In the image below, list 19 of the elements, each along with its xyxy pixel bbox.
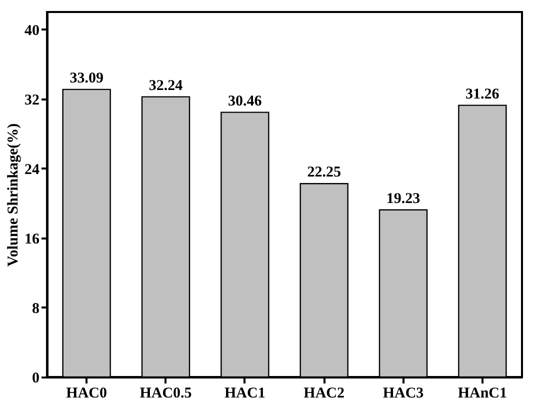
y-tick-label: 8 — [32, 300, 40, 317]
data-label: 22.25 — [307, 164, 341, 181]
data-label: 32.24 — [148, 78, 184, 94]
data-label: 30.46 — [228, 93, 262, 110]
y-tick-label: 24 — [24, 162, 40, 178]
y-tick-label: 16 — [24, 231, 40, 248]
data-label: 33.09 — [70, 70, 104, 86]
data-label: 31.26 — [466, 86, 500, 102]
y-tick-label: 40 — [24, 22, 40, 39]
y-tick-label: 32 — [24, 92, 40, 108]
x-tick-label: HAC1 — [224, 386, 266, 402]
x-tick-label: HAC0 — [66, 386, 108, 402]
x-tick-label: HAC3 — [382, 386, 424, 402]
data-label: 19.23 — [386, 190, 420, 207]
x-tick-label: HAC0.5 — [140, 386, 192, 402]
y-axis-title: Volume Shrinkage(%) — [6, 123, 22, 267]
y-tick-label: 0 — [32, 370, 40, 386]
x-tick-label: HAC2 — [304, 386, 345, 402]
x-tick-label: HAnC1 — [458, 386, 508, 402]
